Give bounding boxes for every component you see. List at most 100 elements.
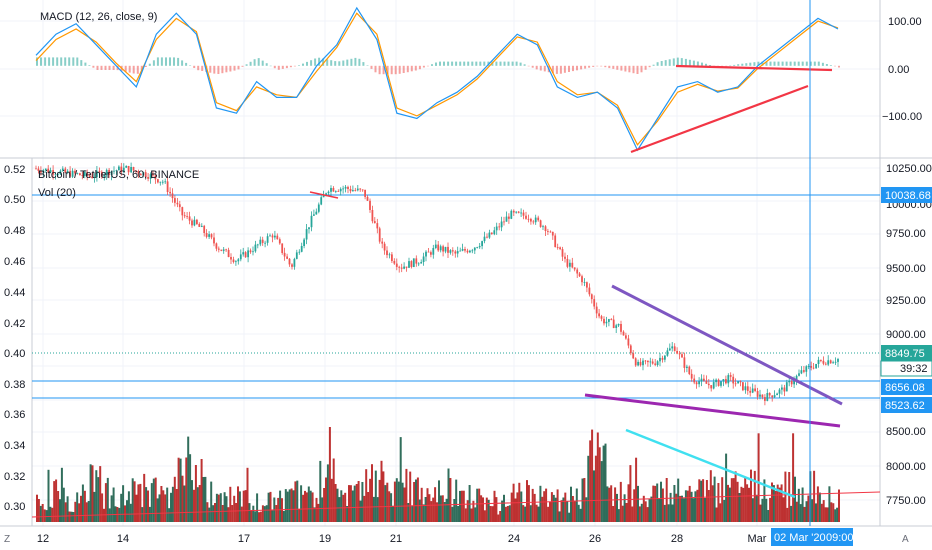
candle-body [313, 214, 315, 216]
candle-body [76, 173, 79, 175]
histogram-bar [632, 65, 635, 74]
macd-trendline-top[interactable] [675, 64, 833, 72]
candle-body [827, 360, 830, 365]
candle-body [432, 248, 435, 255]
candle-body [461, 249, 464, 251]
macd-trendline-divergence[interactable] [630, 84, 809, 154]
histogram-bar [245, 64, 248, 66]
candle-body [785, 382, 788, 392]
candle-body [91, 176, 93, 178]
volume-bar [361, 482, 364, 522]
volume-trendline[interactable] [31, 491, 881, 518]
volume-bar [158, 494, 161, 522]
histogram-bar [443, 61, 445, 66]
histogram-bar [68, 57, 71, 66]
volume-bar [330, 478, 333, 522]
volume-bar [214, 503, 216, 522]
resistance-label-bg [881, 187, 932, 203]
volume-bar [89, 464, 92, 522]
volume-bar [838, 489, 840, 522]
volume-bar [202, 477, 205, 522]
volume-bar [765, 498, 768, 522]
volume-bar [336, 488, 339, 522]
candle-body [781, 387, 783, 390]
volume-bar [642, 495, 645, 522]
volume-bar [196, 487, 199, 522]
small-trendline[interactable] [309, 191, 339, 199]
left-tick: 0.52 [4, 164, 25, 176]
candle-body [400, 267, 403, 269]
volume-bar [279, 490, 282, 522]
candle-body [671, 346, 674, 349]
candle-body [83, 172, 86, 176]
volume-bar [629, 465, 632, 522]
time-tick: 21 [390, 533, 402, 545]
histogram-bar [572, 65, 574, 72]
volume-bar [788, 472, 791, 522]
macd-line[interactable] [35, 6, 839, 152]
volume-trendline-cyan[interactable] [625, 428, 796, 499]
candle-body [683, 357, 686, 368]
candle-body [583, 282, 586, 283]
volume-bar [405, 468, 408, 522]
histogram-bar [709, 65, 711, 66]
volume-bar [256, 493, 259, 522]
wedge-upper-trendline[interactable] [611, 284, 843, 406]
candle-body [193, 219, 196, 226]
volume-bar [506, 506, 509, 522]
volume-bar [252, 505, 255, 522]
volume-bar [596, 432, 599, 522]
crosshair-time-label: 09:00 [826, 532, 854, 544]
histogram-bar [507, 61, 510, 66]
histogram-bar [64, 57, 67, 66]
histogram-bar [265, 63, 268, 66]
volume-bar [103, 508, 105, 522]
volume-bar [99, 466, 102, 522]
volume-left-axis[interactable]: 0.52 0.50 0.48 0.46 0.44 0.42 0.40 0.38 … [4, 164, 25, 513]
last-price-label: 8849.75 [885, 348, 925, 360]
histogram-bar [596, 65, 599, 67]
histogram-bar [92, 65, 95, 68]
histogram-bar [451, 61, 454, 66]
candle-body [559, 247, 561, 250]
histogram-bar [346, 59, 349, 66]
candle-body [737, 381, 739, 384]
auto-scale-button[interactable]: A [902, 534, 909, 545]
histogram-bar [725, 65, 728, 67]
candle-body [169, 191, 171, 194]
volume-bar [602, 445, 605, 522]
zoom-button[interactable]: Z [4, 534, 10, 545]
wedge-lower-trendline[interactable] [584, 393, 841, 428]
volume-legend[interactable]: Vol (20) [38, 187, 76, 199]
candle-body [820, 359, 822, 361]
volume-bar [112, 487, 115, 522]
candle-body [478, 246, 481, 248]
volume-bar [309, 490, 312, 522]
volume-bar [357, 481, 360, 522]
macd-legend[interactable]: MACD (12, 26, close, 9) [40, 11, 157, 23]
symbol-legend[interactable]: Bitcoin / TetherUS, 60, BINANCE [38, 169, 199, 181]
volume-bar [686, 490, 689, 522]
time-axis[interactable]: 12 14 17 19 21 24 26 28 Mar [37, 533, 767, 545]
candle-body [761, 394, 764, 398]
volume-bar [422, 504, 425, 522]
candle-body [520, 212, 522, 214]
volume-bar [304, 490, 306, 522]
candle-body [578, 273, 581, 277]
candle-body [198, 224, 201, 227]
signal-line[interactable] [35, 12, 839, 146]
volume-bar [665, 478, 668, 522]
volume-bar [282, 511, 285, 522]
price-right-axis[interactable]: 10250.00 10000.00 9750.00 9500.00 9250.0… [886, 163, 932, 507]
time-tick: 26 [589, 533, 601, 545]
candle-body [227, 249, 230, 257]
candle-body [183, 215, 186, 217]
candle-body [261, 239, 264, 243]
candle-body [269, 235, 271, 237]
volume-bar [129, 503, 132, 522]
candle-body [244, 252, 247, 258]
histogram-bar [829, 65, 832, 66]
volume-bar [459, 490, 461, 522]
volume-bar [698, 479, 701, 522]
